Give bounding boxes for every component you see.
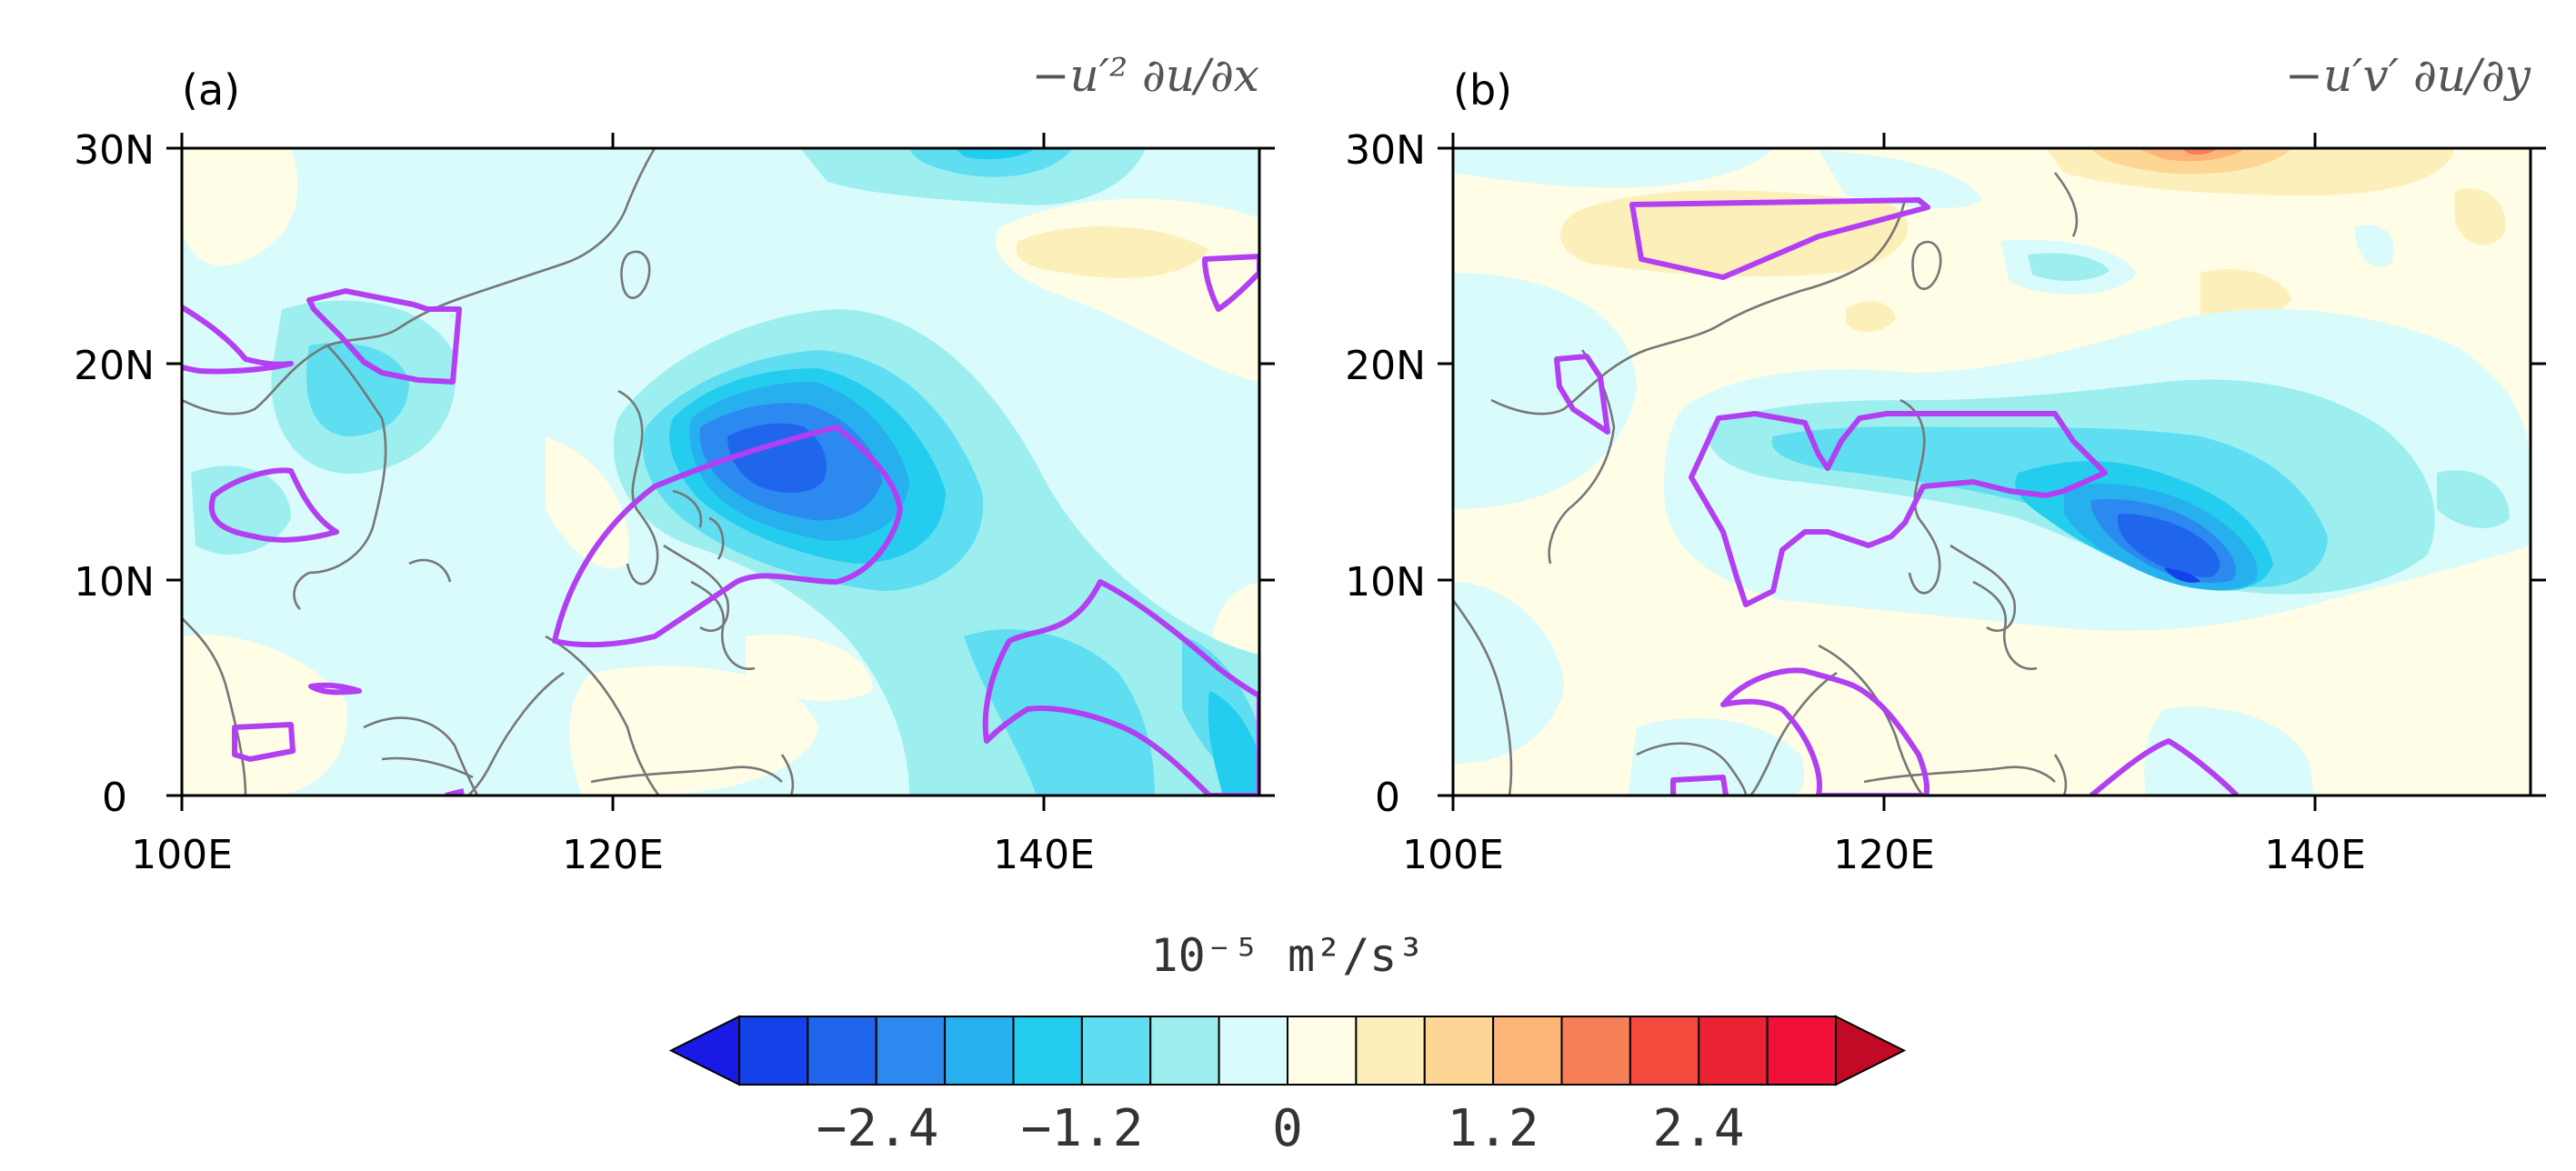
panel-b-field (1453, 148, 2531, 796)
y-tick-0: 0 (1375, 775, 1400, 821)
colorbar-box-12 (1560, 1016, 1631, 1086)
panel-a-coastlines (182, 148, 795, 796)
panel-b-ticks (1438, 133, 2546, 811)
y-tick-10n: 10N (74, 559, 155, 606)
colorbar (668, 1015, 1907, 1086)
x-tick-100e: 100E (1402, 832, 1504, 878)
y-tick-20n: 20N (1345, 343, 1426, 389)
panel-a-title: −u′² ∂u/∂x (1032, 49, 1259, 102)
colorbar-box-7 (1218, 1016, 1288, 1086)
colorbar-label-minus-2-4: −2.4 (817, 1099, 939, 1158)
panel-b: (b) −u′v′ ∂u/∂y (1345, 49, 2546, 878)
panel-a-ticks (166, 133, 1275, 811)
y-tick-0: 0 (102, 775, 127, 821)
colorbar-under-triangle (668, 1015, 740, 1086)
colorbar-label-1-2: 1.2 (1447, 1099, 1539, 1158)
colorbar-box-10 (1423, 1016, 1495, 1086)
colorbar-box-8 (1287, 1016, 1358, 1086)
panel-a-y-tick-labels: 30N 20N 10N 0 (74, 127, 155, 821)
x-tick-100e: 100E (131, 832, 233, 878)
colorbar-box-3 (944, 1016, 1015, 1086)
colorbar-tick-labels: −2.4 −1.2 0 1.2 2.4 (817, 1099, 1745, 1158)
y-tick-20n: 20N (74, 343, 155, 389)
colorbar-box-4 (1012, 1016, 1083, 1086)
x-tick-120e: 120E (1833, 832, 1935, 878)
panel-a-x-tick-labels: 100E 120E 140E (131, 832, 1095, 878)
colorbar-box-9 (1355, 1016, 1426, 1086)
colorbar-units: 10⁻⁵ m²/s³ (1150, 929, 1424, 982)
panel-a-field (182, 148, 1259, 796)
colorbar-label-2-4: 2.4 (1652, 1099, 1744, 1158)
colorbar-box-2 (875, 1016, 947, 1086)
colorbar-box-15 (1766, 1016, 1837, 1086)
panel-b-y-tick-labels: 30N 20N 10N 0 (1345, 127, 1426, 821)
colorbar-box-0 (738, 1016, 809, 1086)
panel-b-label: (b) (1453, 65, 1512, 115)
panel-b-x-tick-labels: 100E 120E 140E (1402, 832, 2366, 878)
panel-b-frame (1451, 146, 2532, 797)
colorbar-box-5 (1080, 1016, 1152, 1086)
x-tick-140e: 140E (2264, 832, 2366, 878)
colorbar-label-minus-1-2: −1.2 (1021, 1099, 1144, 1158)
colorbar-over-triangle (1835, 1015, 1907, 1086)
y-tick-30n: 30N (1345, 127, 1426, 174)
colorbar-box-13 (1629, 1016, 1700, 1086)
panel-a-frame (180, 146, 1261, 797)
y-tick-10n: 10N (1345, 559, 1426, 606)
panel-b-title: −u′v′ ∂u/∂y (2285, 49, 2531, 102)
colorbar-box-6 (1149, 1016, 1220, 1086)
x-tick-140e: 140E (993, 832, 1095, 878)
x-tick-120e: 120E (562, 832, 664, 878)
panel-a: (a) −u′² ∂u/∂x (74, 49, 1275, 878)
y-tick-30n: 30N (74, 127, 155, 174)
panel-a-contours (182, 254, 1259, 796)
colorbar-label-0: 0 (1272, 1099, 1303, 1158)
colorbar-box-1 (807, 1016, 877, 1086)
colorbar-box-14 (1698, 1016, 1769, 1086)
panel-a-label: (a) (182, 65, 240, 115)
colorbar-box-11 (1492, 1016, 1563, 1086)
panel-b-contours (1554, 197, 2240, 796)
